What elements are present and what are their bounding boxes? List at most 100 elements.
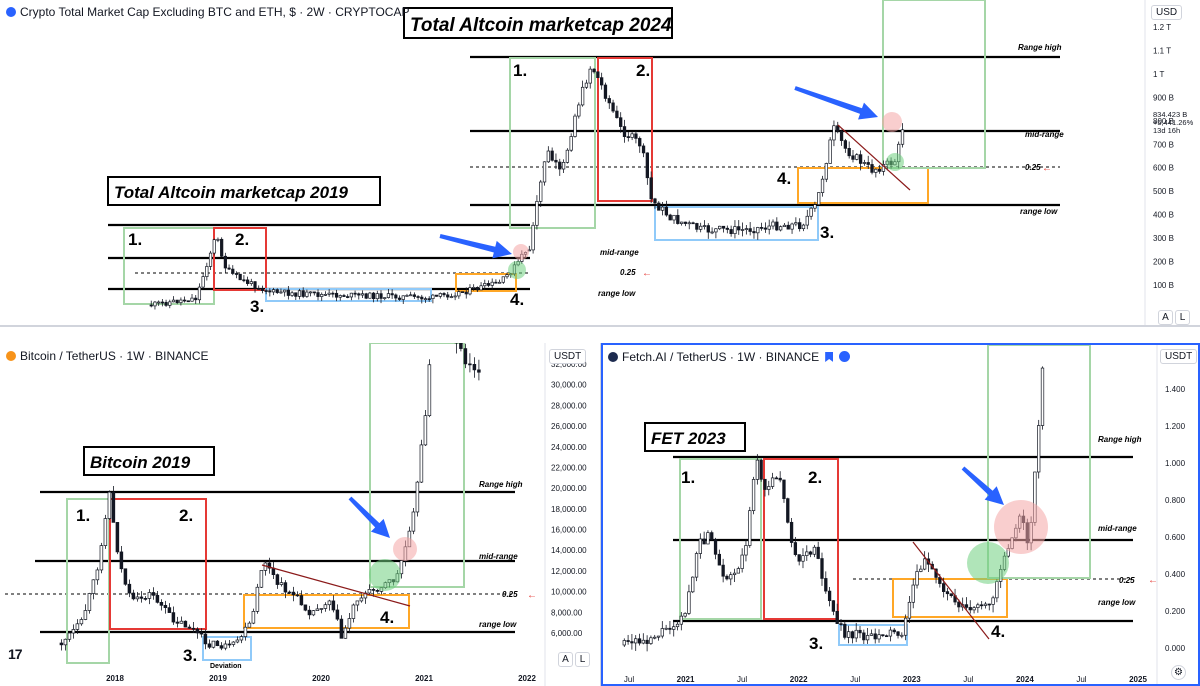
candle-body [790, 223, 794, 230]
candle-body [539, 181, 543, 202]
x-axis-tick: 2019 [209, 674, 227, 683]
candle-body [472, 287, 476, 289]
candle-body [223, 255, 227, 269]
candle-body [320, 294, 324, 297]
candle-body [199, 632, 204, 635]
candle-body [309, 291, 313, 294]
candle-body [95, 569, 100, 581]
candle-body [558, 161, 562, 170]
candle-body [554, 159, 558, 163]
candle-body [442, 293, 446, 296]
candle-body [215, 640, 220, 646]
candle-body [596, 71, 600, 78]
countdown-label: 13d 16h [1153, 126, 1180, 135]
candle-body [427, 298, 431, 300]
candle-body [346, 296, 350, 298]
candle-body [323, 294, 328, 296]
log-scale-button-top[interactable]: L [1175, 310, 1190, 325]
candle-body [205, 266, 209, 277]
candle-body [179, 620, 184, 624]
candle-body [231, 641, 236, 645]
candle-body [641, 145, 646, 154]
x-axis-tick: 2022 [790, 675, 808, 684]
candle-body [687, 591, 691, 614]
candle-body [367, 589, 372, 594]
auto-scale-button-top[interactable]: A [1158, 310, 1173, 325]
candle-body [331, 292, 335, 295]
candle-body [291, 591, 296, 596]
range-high-label: Range high [1098, 435, 1142, 444]
candle-body [175, 621, 180, 624]
candle-body [725, 227, 729, 230]
candle-body [789, 521, 794, 543]
candle-body [736, 568, 741, 574]
y-axis-tick: 0.200 [1165, 607, 1186, 616]
candle-body [900, 634, 904, 637]
candle-body [307, 609, 312, 616]
candle-body [870, 164, 874, 173]
top-chart-header: Crypto Total Market Cap Excluding BTC an… [6, 5, 409, 19]
candle-body [283, 289, 287, 293]
red-highlight-circle [994, 500, 1048, 554]
candle-body [763, 478, 767, 490]
candle-body [223, 643, 228, 649]
candle-body [770, 477, 775, 487]
top-chart-panel[interactable]: Crypto Total Market Cap Excluding BTC an… [0, 0, 1200, 327]
candle-body [653, 198, 657, 204]
candle-body [718, 225, 722, 230]
candle-body [268, 290, 272, 293]
candle-body [479, 285, 483, 291]
candle-body [164, 301, 168, 306]
candle-body [542, 161, 547, 183]
candle-body [201, 276, 205, 288]
blue-arrow [961, 466, 1004, 505]
fet-chart-canvas[interactable]: 1.400 1.200 1.000 0.800 0.600 0.400 0.200 0.000… [603, 345, 1198, 684]
candle-body [794, 222, 798, 225]
candle-body [748, 228, 752, 232]
candle-body [271, 289, 276, 293]
candle-body [257, 288, 261, 290]
x-axis-tick: 2024 [1016, 675, 1034, 684]
candle-body [702, 225, 707, 227]
candle-body [569, 136, 573, 151]
x-axis-tick: 2022 [518, 674, 536, 683]
x-axis-tick: Jul [1076, 675, 1086, 684]
btc-chart-canvas[interactable]: 32,000.00 30,000.00 28,000.00 26,000.00 24,0… [0, 343, 600, 686]
candle-body [808, 551, 813, 555]
candle-body [862, 632, 866, 641]
settings-gear-icon[interactable]: ⚙ [1171, 665, 1186, 680]
candle-body [446, 294, 450, 298]
candle-body [710, 532, 714, 540]
top-chart-canvas[interactable]: 1.2 T 1.1 T 1 T 900 B 800 B 700 B 600 B 500 B 40… [0, 0, 1200, 327]
candle-body [234, 273, 239, 275]
candle-body [420, 296, 424, 300]
phase-label-4: 4. [777, 169, 791, 188]
candle-body [717, 553, 721, 566]
currency-selector-top[interactable]: USD [1151, 5, 1183, 20]
candle-body [251, 611, 256, 624]
projection-box [987, 345, 1091, 579]
candle-body [854, 629, 858, 639]
currency-selector-fet[interactable]: USDT [1160, 349, 1198, 364]
candle-body [295, 594, 300, 597]
candle-body [186, 300, 190, 303]
phase-label-3: 3. [809, 634, 823, 653]
x-axis-tick: 2021 [415, 674, 433, 683]
candle-body [626, 640, 630, 642]
candle-body [793, 542, 798, 555]
candle-body [357, 293, 361, 296]
btc-chart-panel[interactable]: Bitcoin / TetherUS · 1W · BINANCE 32,000… [0, 343, 600, 686]
replay-icon[interactable] [839, 351, 851, 362]
candle-body [550, 150, 554, 161]
flag-icon[interactable] [825, 352, 834, 362]
currency-selector-btc[interactable]: USDT [549, 349, 587, 364]
y-axis-tick: 6,000.00 [551, 629, 583, 638]
candle-body [423, 298, 428, 300]
log-scale-button-btc[interactable]: L [575, 652, 590, 667]
candle-body [846, 631, 851, 638]
candle-body [160, 301, 164, 304]
y-axis-tick: 1.000 [1165, 459, 1186, 468]
auto-scale-button-btc[interactable]: A [558, 652, 573, 667]
candle-body [301, 290, 305, 297]
fet-chart-panel[interactable]: Fetch.AI / TetherUS · 1W · BINANCE 1.400… [601, 343, 1200, 686]
